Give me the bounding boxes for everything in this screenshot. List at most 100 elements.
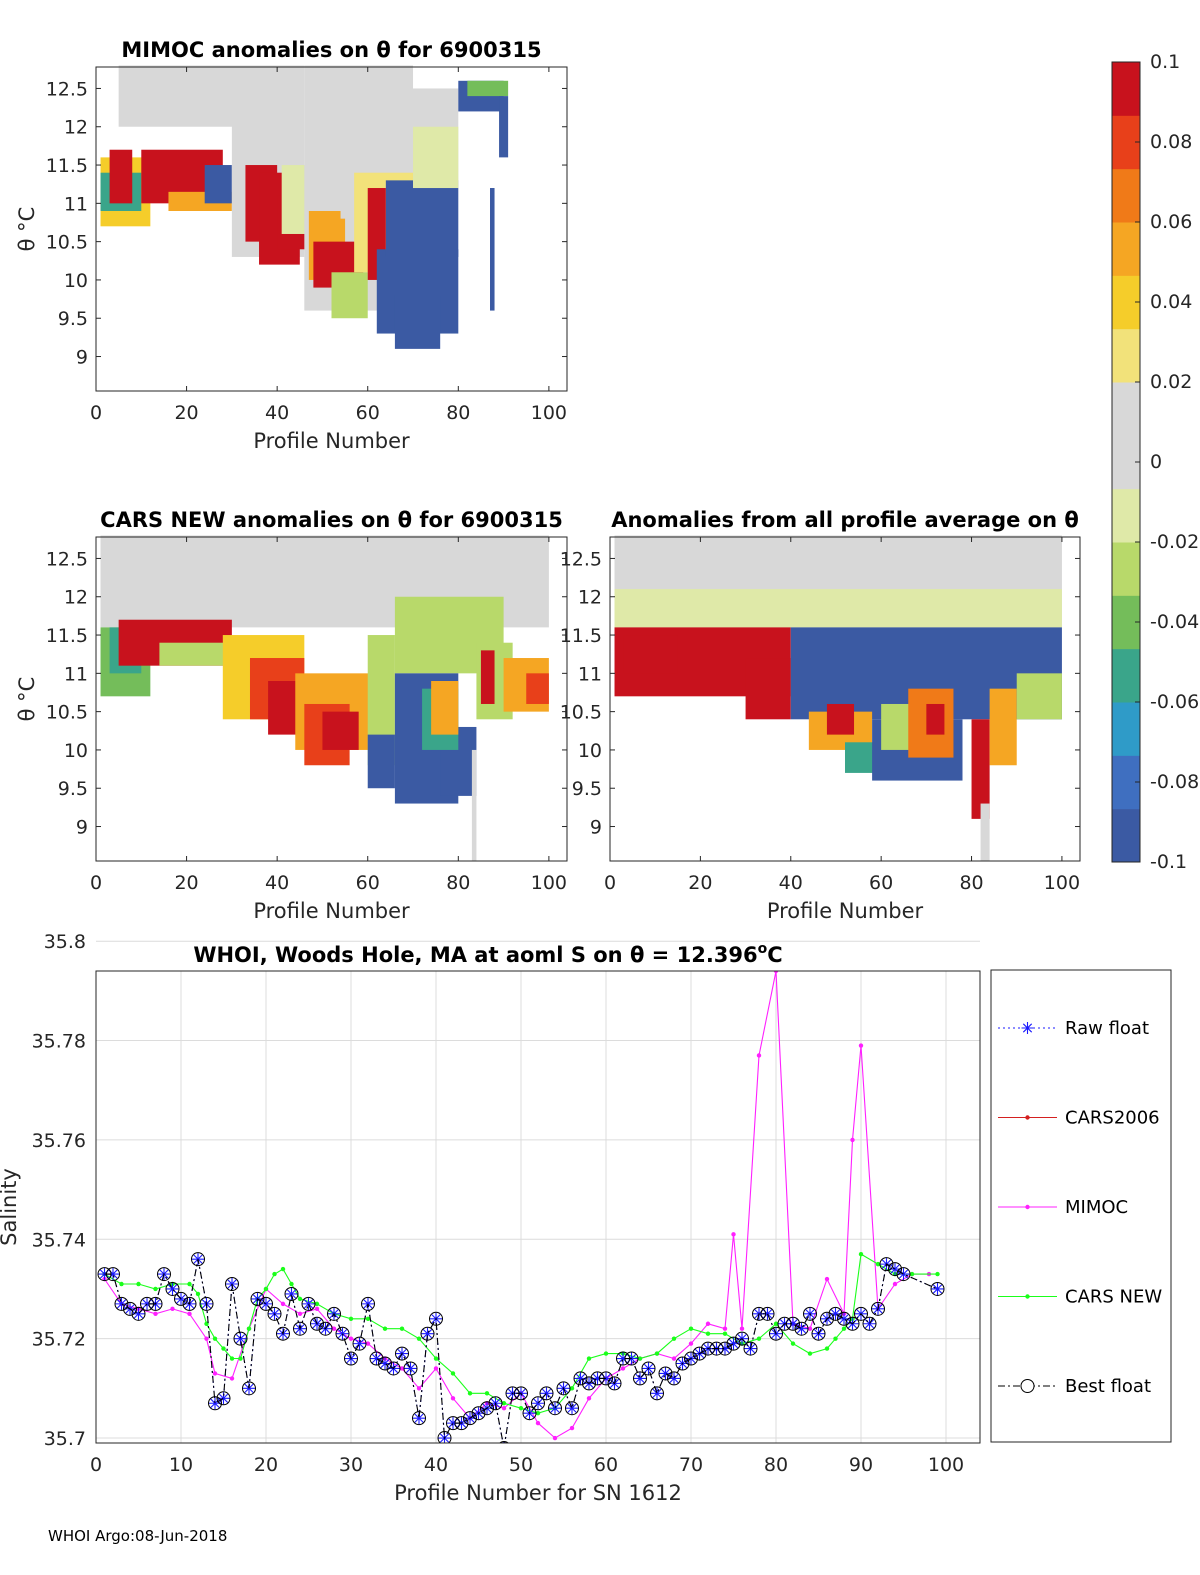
y-tick-label: 11.5 (46, 155, 88, 177)
chart-title-unit: C (767, 943, 782, 967)
colorbar-segment (1112, 702, 1140, 756)
data-point (620, 1366, 626, 1371)
y-tick-label: 9.5 (58, 778, 88, 800)
data-point (280, 1266, 286, 1272)
data-point (668, 1372, 680, 1385)
data-point (238, 1356, 243, 1361)
data-point (331, 1326, 337, 1331)
heatmap-cell (980, 803, 990, 861)
data-point (824, 1276, 830, 1282)
data-point (909, 1271, 915, 1277)
colorbar-tick-label: -0.06 (1150, 691, 1199, 713)
plot-frame (609, 536, 1081, 862)
data-point (756, 1336, 762, 1341)
data-point (446, 1416, 460, 1431)
data-point (582, 1376, 596, 1391)
data-point (552, 1435, 558, 1441)
data-point (250, 1291, 265, 1306)
y-tick-label: 9 (76, 347, 88, 369)
heatmap-cell (971, 719, 990, 819)
legend-marker (1025, 1294, 1030, 1299)
data-point (263, 1286, 269, 1292)
y-axis-label: θ °C (15, 677, 39, 722)
chart-title-main: WHOI, Woods Hole, MA at aoml S on θ = 12… (193, 943, 757, 967)
data-point (833, 1336, 838, 1341)
colorbar-segment (1112, 328, 1140, 383)
x-tick-label: 40 (265, 402, 289, 424)
data-point (136, 1281, 141, 1287)
data-point (386, 1361, 401, 1376)
heatmap-cells (614, 535, 1062, 861)
y-tick-label: 11 (64, 663, 88, 685)
y-tick-label: 12.5 (46, 548, 88, 570)
x-tick-label: 20 (174, 872, 198, 894)
data-point (634, 1372, 646, 1385)
heatmap-cell (467, 80, 509, 97)
data-point (480, 1401, 494, 1416)
data-point (260, 1297, 272, 1310)
heatmap-cell (614, 589, 1062, 628)
data-point (153, 1286, 158, 1292)
data-point (829, 1307, 842, 1320)
data-point (794, 1321, 809, 1336)
data-point (314, 1301, 320, 1307)
panel-title: MIMOC anomalies on θ for 6900315 (121, 38, 541, 62)
x-axis-label: Profile Number (253, 429, 410, 453)
data-point (212, 1371, 218, 1376)
data-point (361, 1296, 375, 1311)
data-point (705, 1321, 711, 1326)
data-point (684, 1351, 698, 1366)
cars-new-anomaly-panel: 9 9.5 10 10.5 11 11.5 12 12.5 0 20 40 60 80 100 Profil… (15, 508, 568, 923)
data-point (858, 1252, 864, 1257)
data-point (787, 1317, 799, 1330)
data-point (688, 1326, 694, 1331)
data-point (314, 1306, 320, 1312)
profile-average-anomaly-panel: 9 9.5 10 10.5 11 11.5 12 12.5 0 20 40 60 80 100 Profil… (560, 508, 1081, 923)
data-point (600, 1372, 612, 1385)
colorbar-tick-label: -0.02 (1150, 531, 1199, 553)
data-point (187, 1311, 192, 1317)
data-point (403, 1361, 418, 1376)
data-point (233, 1331, 248, 1346)
data-point (773, 971, 779, 974)
data-point (365, 1316, 371, 1321)
colorbar-segment (1112, 488, 1140, 543)
data-point (272, 1271, 277, 1277)
data-point (379, 1357, 391, 1370)
data-point (658, 1366, 673, 1381)
data-point (195, 1291, 201, 1297)
data-point (667, 1371, 681, 1386)
data-point (854, 1306, 868, 1321)
data-point (416, 1336, 422, 1341)
y-tick-label: 11 (578, 663, 602, 685)
x-tick-label: 70 (679, 1454, 703, 1476)
x-tick-label: 80 (446, 402, 470, 424)
series-line (104, 1253, 938, 1414)
data-point (369, 1351, 384, 1366)
x-tick-label: 90 (849, 1454, 873, 1476)
data-point (535, 1420, 541, 1426)
data-point (569, 1386, 575, 1391)
data-point (532, 1397, 544, 1410)
data-point (727, 1337, 740, 1350)
x-tick-label: 100 (928, 1454, 964, 1476)
x-tick-label: 60 (356, 402, 380, 424)
data-point (837, 1311, 851, 1326)
data-point (310, 1316, 324, 1331)
y-tick-label: 10.5 (46, 232, 88, 254)
data-point (212, 1336, 218, 1341)
data-point (539, 1386, 554, 1401)
heatmap-cell (159, 642, 232, 666)
legend-label: Raw float (1065, 1018, 1149, 1039)
heatmap-cell (623, 635, 678, 674)
data-point (841, 1326, 847, 1331)
legend-marker (1025, 1204, 1030, 1210)
y-tick-label: 11.5 (560, 625, 602, 647)
data-point (688, 1341, 694, 1346)
x-axis-label: Profile Number (253, 899, 410, 923)
data-point (216, 1391, 231, 1406)
data-point (824, 1346, 830, 1351)
colorbar-segment (1112, 542, 1140, 596)
data-point (229, 1376, 235, 1381)
data-point (889, 1263, 901, 1276)
